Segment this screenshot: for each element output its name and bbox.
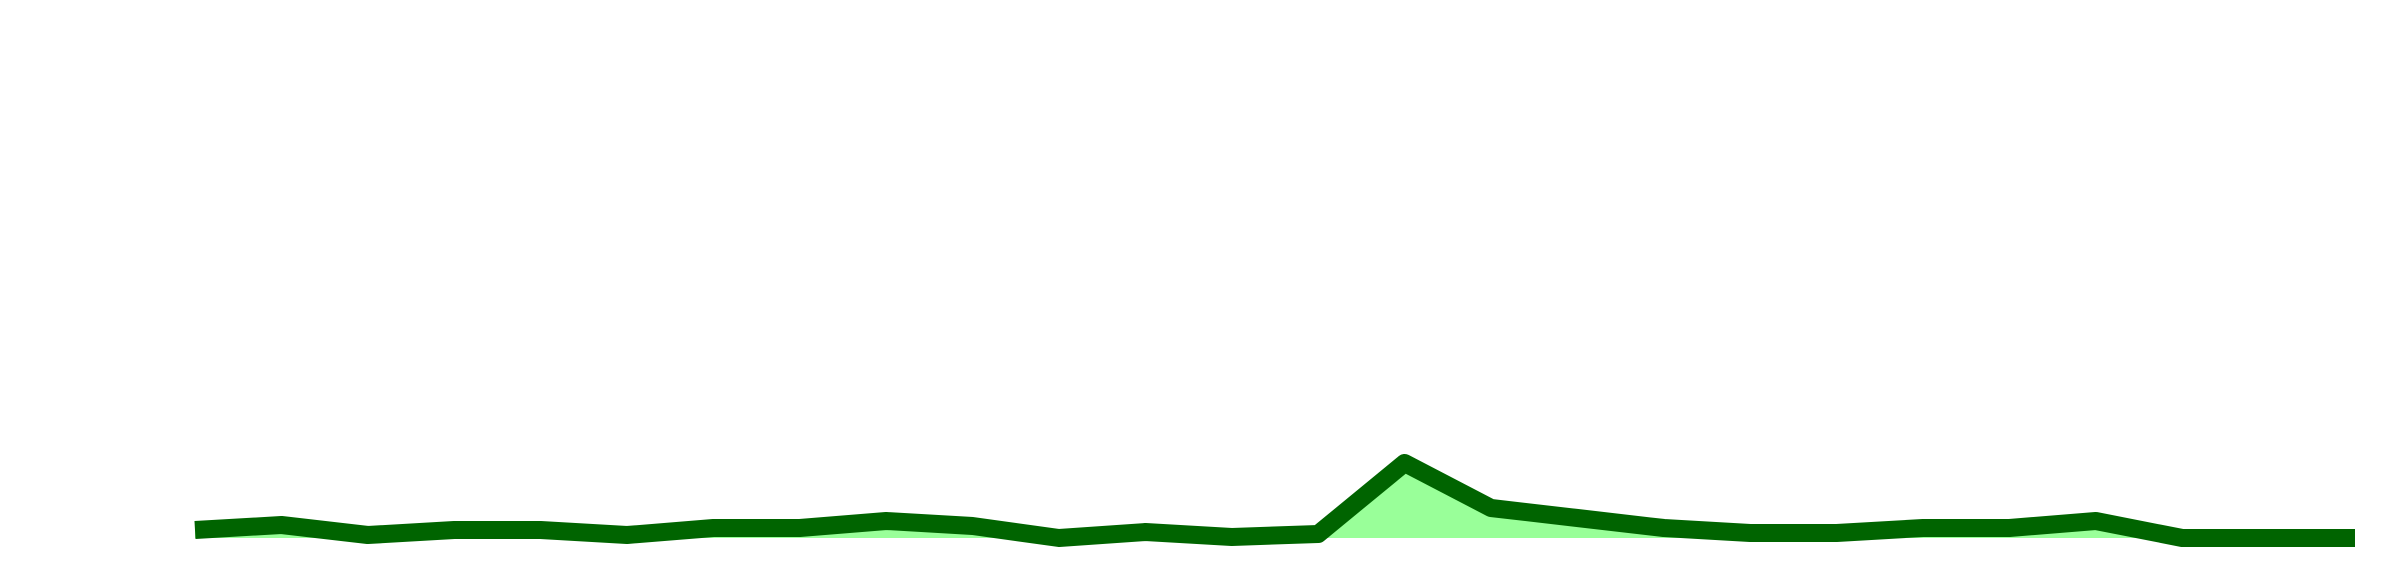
series-line-layer — [194, 454, 2355, 547]
series-line — [194, 454, 2355, 547]
